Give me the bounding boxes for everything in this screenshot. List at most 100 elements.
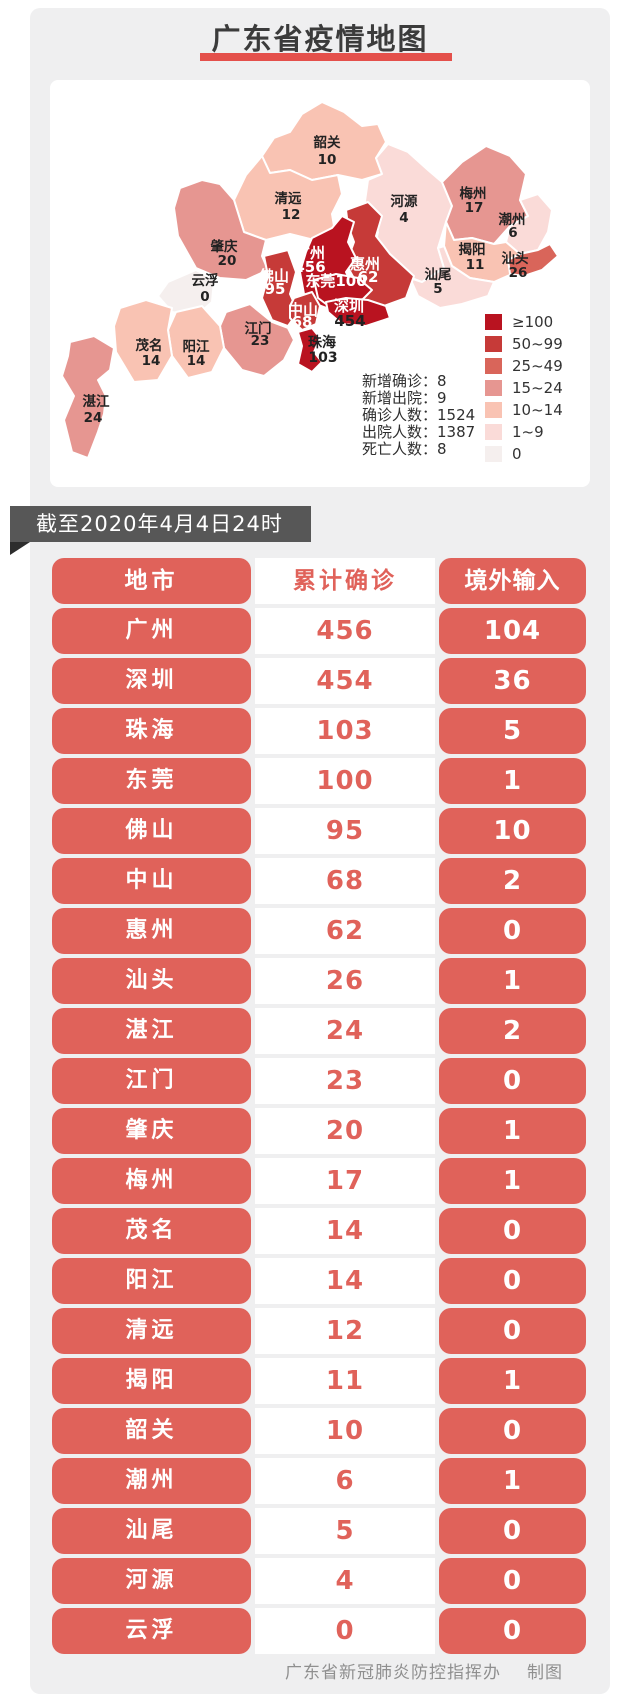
header-confirmed: 累计确诊 — [255, 558, 435, 604]
map-region-shanwei — [409, 245, 495, 309]
map-label-dongguan: 东莞100 — [305, 272, 366, 290]
city-cell: 中山 — [52, 858, 251, 904]
imported-cell: 0 — [439, 1508, 586, 1554]
city-cell: 汕尾 — [52, 1508, 251, 1554]
legend-label: 15~24 — [512, 379, 563, 397]
table-row: 湛江 24 2 — [52, 1008, 586, 1054]
map-region-maoming — [113, 299, 173, 383]
legend-swatch-icon — [485, 314, 502, 330]
legend-swatch-icon — [485, 446, 502, 462]
legend-item-6: 0 — [485, 443, 563, 465]
imported-cell: 2 — [439, 858, 586, 904]
legend-label: ≥100 — [512, 313, 554, 331]
legend-swatch-icon — [485, 402, 502, 418]
table-row: 韶关 10 0 — [52, 1408, 586, 1454]
city-cell: 深圳 — [52, 658, 251, 704]
imported-cell: 10 — [439, 808, 586, 854]
city-cell: 清远 — [52, 1308, 251, 1354]
confirmed-cell: 10 — [255, 1408, 435, 1454]
map-region-zhanjiang — [61, 335, 115, 459]
title-underline — [200, 53, 452, 61]
map-label-zhaoqing: 肇庆 — [211, 238, 238, 255]
imported-cell: 0 — [439, 1558, 586, 1604]
map-label-guangzhou: 广州 — [295, 244, 325, 262]
map-label-jieyang: 揭阳 — [459, 241, 486, 258]
legend-item-5: 1~9 — [485, 421, 563, 443]
map-value-zhaoqing: 20 — [218, 253, 237, 269]
imported-cell: 2 — [439, 1008, 586, 1054]
table-row: 云浮 0 0 — [52, 1608, 586, 1654]
table-row: 河源 4 0 — [52, 1558, 586, 1604]
legend-item-4: 10~14 — [485, 399, 563, 421]
imported-cell: 1 — [439, 1358, 586, 1404]
map-value-shanwei: 5 — [433, 281, 442, 297]
table-row: 广州 456 104 — [52, 608, 586, 654]
page-title: 广东省疫情地图 — [211, 22, 429, 56]
table-row: 惠州 62 0 — [52, 908, 586, 954]
confirmed-cell: 456 — [255, 608, 435, 654]
map-label-zhuhai: 珠海 — [308, 334, 336, 351]
map-value-maoming: 14 — [142, 353, 161, 369]
imported-cell: 5 — [439, 708, 586, 754]
map-value-yunfu: 0 — [200, 289, 209, 305]
map-label-shaoguan: 韶关 — [314, 134, 341, 151]
city-cell: 江门 — [52, 1058, 251, 1104]
imported-cell: 0 — [439, 1208, 586, 1254]
imported-cell: 0 — [439, 1058, 586, 1104]
map-value-qingyuan: 12 — [282, 207, 301, 223]
map-region-zhuhai — [297, 327, 323, 373]
city-cell: 韶关 — [52, 1408, 251, 1454]
table-row: 揭阳 11 1 — [52, 1358, 586, 1404]
confirmed-cell: 6 — [255, 1458, 435, 1504]
imported-cell: 0 — [439, 1258, 586, 1304]
map-label-shenzhen: 深圳 — [334, 297, 364, 315]
table-row: 潮州 6 1 — [52, 1458, 586, 1504]
map-value-shaoguan: 10 — [318, 152, 337, 168]
legend-label: 1~9 — [512, 423, 544, 441]
city-cell: 揭阳 — [52, 1358, 251, 1404]
map-label-maoming: 茂名 — [136, 337, 163, 354]
confirmed-cell: 12 — [255, 1308, 435, 1354]
table-row: 清远 12 0 — [52, 1308, 586, 1354]
map-label-shantou: 汕头 — [502, 250, 530, 267]
map-label-zhongshan: 中山 — [288, 301, 318, 319]
imported-cell: 1 — [439, 1158, 586, 1204]
footer-source: 广东省新冠肺炎防控指挥办 — [285, 1663, 501, 1683]
imported-cell: 104 — [439, 608, 586, 654]
map-panel: 韶关 10 清远 12 肇庆 20 云浮 0 河源 4 梅州 17 潮州 6 揭阳 11 汕头 26 汕尾 5 惠州 62… — [50, 80, 590, 487]
imported-cell: 0 — [439, 1308, 586, 1354]
map-value-chaozhou: 6 — [508, 225, 517, 241]
confirmed-cell: 20 — [255, 1108, 435, 1154]
map-value-shantou: 26 — [509, 265, 528, 281]
map-value-guangzhou: 456 — [294, 258, 325, 276]
map-legend: ≥100 50~99 25~49 15~24 10~14 1~9 0 — [485, 311, 563, 465]
map-region-shantou — [507, 243, 559, 277]
confirmed-cell: 0 — [255, 1608, 435, 1654]
footer-credit: 广东省新冠肺炎防控指挥办 制图 — [285, 1658, 563, 1683]
map-value-meizhou: 17 — [465, 200, 484, 216]
table-row: 深圳 454 36 — [52, 658, 586, 704]
legend-item-2: 25~49 — [485, 355, 563, 377]
banner-fold-icon — [10, 542, 30, 555]
map-region-shenzhen — [325, 297, 391, 327]
confirmed-cell: 100 — [255, 758, 435, 804]
map-stat-line-2: 确诊人数：1524 — [362, 406, 476, 424]
confirmed-cell: 5 — [255, 1508, 435, 1554]
table-row: 江门 23 0 — [52, 1058, 586, 1104]
map-label-shanwei: 汕尾 — [425, 266, 452, 283]
header-imported: 境外输入 — [439, 558, 586, 604]
city-cell: 梅州 — [52, 1158, 251, 1204]
map-value-heyuan: 4 — [399, 210, 408, 226]
confirmed-cell: 23 — [255, 1058, 435, 1104]
table-row: 茂名 14 0 — [52, 1208, 586, 1254]
map-value-huizhou: 62 — [358, 268, 379, 286]
table-row: 珠海 103 5 — [52, 708, 586, 754]
city-cell: 东莞 — [52, 758, 251, 804]
city-cell: 肇庆 — [52, 1108, 251, 1154]
table-row: 中山 68 2 — [52, 858, 586, 904]
map-value-zhongshan: 68 — [292, 313, 313, 331]
city-cell: 汕头 — [52, 958, 251, 1004]
map-label-heyuan: 河源 — [391, 193, 418, 210]
header-city: 地市 — [52, 558, 251, 604]
